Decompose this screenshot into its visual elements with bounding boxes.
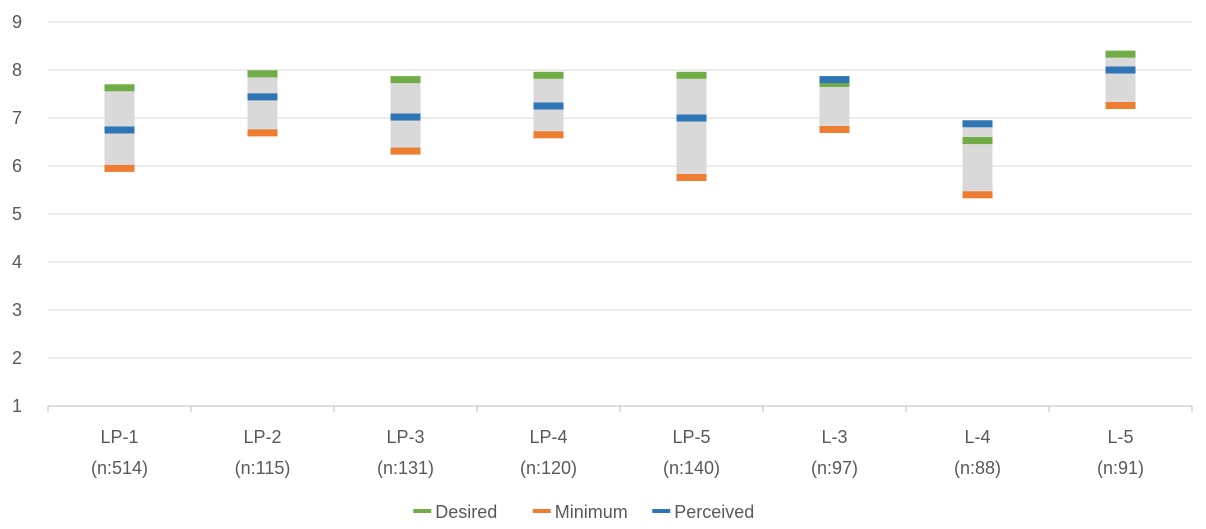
legend: Desired Minimum Perceived [413, 502, 754, 522]
x-tick-label: LP-3 [386, 427, 424, 447]
x-tick-sublabel: (n:120) [520, 458, 577, 478]
desired-mark [962, 137, 993, 145]
minimum-mark [676, 174, 707, 182]
x-tick-sublabel: (n:91) [1097, 458, 1144, 478]
x-tick-sublabel: (n:115) [235, 458, 291, 478]
y-axis: 1 2 3 4 5 6 7 8 9 [12, 12, 22, 416]
perceived-mark [247, 93, 278, 101]
desired-mark [676, 71, 707, 79]
x-tick-sublabel: (n:97) [811, 458, 858, 478]
perceived-mark [390, 113, 421, 121]
minimum-mark [1105, 102, 1136, 110]
range-band [676, 75, 707, 178]
minimum-mark [247, 129, 278, 137]
desired-mark [819, 79, 850, 87]
minimum-mark [962, 191, 993, 199]
perceived-mark [676, 114, 707, 122]
y-tick-label: 7 [12, 108, 22, 128]
desired-mark [1105, 50, 1136, 58]
series-marks [104, 50, 1136, 199]
gridlines [48, 21, 1192, 359]
desired-mark [247, 70, 278, 78]
y-tick-label: 1 [12, 396, 22, 416]
y-tick-label: 3 [12, 300, 22, 320]
desired-mark [390, 76, 421, 84]
x-tick-label: L-5 [1107, 427, 1133, 447]
range-band [247, 73, 278, 133]
x-tick-sublabel: (n:88) [954, 458, 1001, 478]
range-band [1105, 54, 1136, 106]
range-band [819, 79, 850, 130]
desired-mark [104, 84, 135, 92]
minimum-mark [390, 147, 421, 155]
perceived-mark [104, 126, 135, 134]
legend-swatch-perceived [652, 509, 671, 513]
perceived-mark [819, 76, 850, 84]
y-tick-label: 9 [12, 12, 22, 32]
y-tick-label: 4 [12, 252, 22, 272]
x-tick-label: L-4 [964, 427, 990, 447]
y-tick-label: 8 [12, 60, 22, 80]
x-tick-label: LP-5 [672, 427, 710, 447]
x-tick-label: LP-2 [243, 427, 281, 447]
perceived-mark [1105, 66, 1136, 74]
x-axis: LP-1 (n:514) LP-2 (n:115) LP-3 (n:131) LP-4 (n:… [47, 405, 1193, 478]
x-tick-sublabel: (n:131) [377, 458, 434, 478]
x-tick-label: LP-1 [100, 427, 138, 447]
y-tick-label: 5 [12, 204, 22, 224]
legend-swatch-desired [413, 509, 432, 513]
x-tick-label: L-3 [821, 427, 847, 447]
minimum-mark [533, 131, 564, 139]
x-tick-label: LP-4 [529, 427, 567, 447]
perceived-mark [962, 120, 993, 128]
x-tick-sublabel: (n:140) [663, 458, 720, 478]
range-band [962, 123, 993, 195]
y-tick-label: 2 [12, 348, 22, 368]
desired-mark [533, 71, 564, 79]
x-tick-sublabel: (n:514) [91, 458, 148, 478]
legend-swatch-minimum [532, 509, 551, 513]
minimum-mark [819, 126, 850, 134]
legend-label-perceived: Perceived [674, 502, 754, 522]
perceived-mark [533, 102, 564, 110]
minimum-mark [104, 164, 135, 172]
legend-label-desired: Desired [435, 502, 497, 522]
legend-label-minimum: Minimum [555, 502, 628, 522]
y-tick-label: 6 [12, 156, 22, 176]
